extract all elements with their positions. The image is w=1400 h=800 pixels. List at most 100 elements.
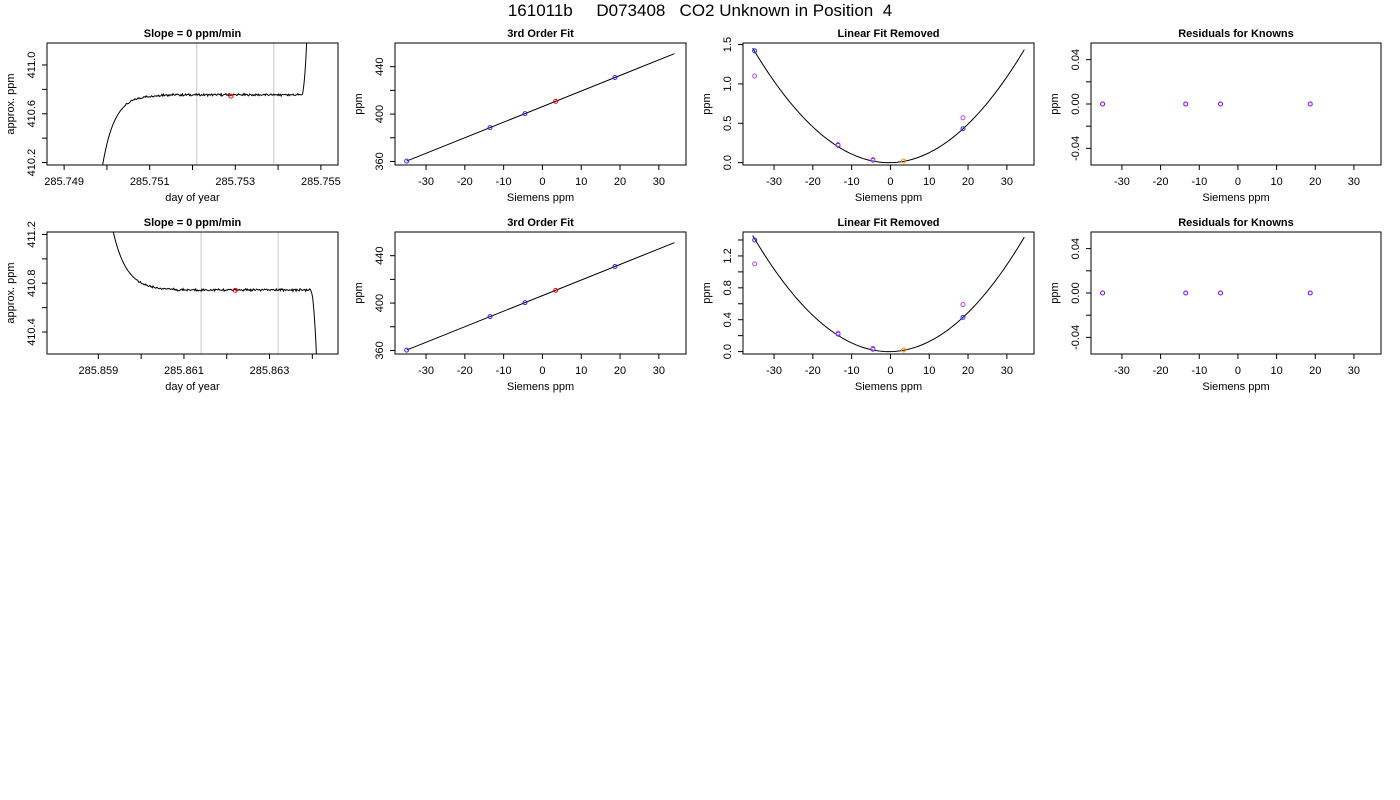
x-axis-label: Siemens ppm (507, 381, 574, 393)
plot-frame (46, 42, 339, 166)
data-point (752, 73, 758, 79)
x-tick-label: -30 (418, 365, 434, 377)
x-tick-label: 285.863 (250, 365, 290, 377)
data-point (1307, 290, 1313, 296)
data-point (752, 237, 758, 243)
x-tick-label: 10 (1270, 365, 1282, 377)
x-tick-label: -30 (418, 176, 434, 188)
x-axis-label: Siemens ppm (855, 381, 922, 393)
plot-area (404, 53, 675, 164)
data-point (1218, 101, 1224, 107)
data-point (404, 347, 410, 353)
plot-frame (394, 231, 687, 355)
x-tick-label: -20 (457, 176, 473, 188)
data-point (1183, 290, 1189, 296)
y-tick-label: 410.2 (26, 149, 38, 177)
x-tick-label: 20 (614, 365, 626, 377)
x-tick-label: 0 (887, 176, 893, 188)
y-axis-label: approx. ppm (5, 73, 17, 134)
concentration-trace (112, 232, 317, 354)
sample-marker (232, 287, 238, 293)
fit-curve (752, 47, 1025, 164)
x-tick-label: -10 (1191, 176, 1207, 188)
data-point (835, 330, 841, 336)
x-tick-label: -20 (805, 365, 821, 377)
plot-area (112, 232, 317, 354)
page-title: 161011b D073408 CO2 Unknown in Position … (507, 1, 893, 20)
plot-area (1100, 290, 1313, 296)
data-point (487, 125, 493, 131)
chart-panel-3: Linear Fit Removed Siemens ppm ppm -30 -20 -1… (701, 28, 1035, 204)
x-tick-label: -10 (844, 365, 860, 377)
data-point (870, 156, 876, 162)
y-tick-label: 0.0 (722, 344, 734, 359)
data-point (1307, 101, 1313, 107)
chart-panel-6: 3rd Order Fit Siemens ppm ppm -30 -20 -10 0 10 2… (353, 217, 687, 393)
data-point (487, 314, 493, 320)
x-tick-label: 30 (1348, 176, 1360, 188)
x-tick-label: 30 (1001, 365, 1013, 377)
y-tick-label: 0.04 (1070, 238, 1082, 259)
plot-area (752, 47, 1025, 164)
x-axis-label: Siemens ppm (855, 192, 922, 204)
chart-title: Residuals for Knowns (1178, 28, 1294, 40)
x-tick-label: 0 (539, 365, 545, 377)
x-tick-label: 30 (653, 365, 665, 377)
x-tick-label: 20 (962, 365, 974, 377)
chart-title: Linear Fit Removed (837, 28, 939, 40)
x-tick-label: 285.749 (44, 176, 84, 188)
x-tick-label: 10 (923, 365, 935, 377)
y-tick-label: 360 (374, 341, 386, 359)
x-tick-label: -20 (457, 365, 473, 377)
concentration-trace (102, 43, 308, 165)
fit-line (406, 53, 675, 162)
y-axis-label: ppm (1049, 93, 1061, 114)
y-axis-label: ppm (701, 93, 713, 114)
y-axis-label: ppm (701, 282, 713, 303)
chart-title: Slope = 0 ppm/min (144, 217, 242, 229)
x-tick-label: 285.751 (130, 176, 170, 188)
y-tick-label: 411.2 (26, 221, 38, 248)
x-tick-label: -10 (496, 176, 512, 188)
x-tick-label: -30 (1114, 176, 1130, 188)
x-tick-label: 10 (1270, 176, 1282, 188)
data-point (901, 347, 907, 353)
y-tick-label: 400 (374, 105, 386, 123)
data-point (835, 142, 841, 148)
chart-panel-8: Residuals for Knowns Siemens ppm ppm -30 -20… (1049, 217, 1382, 393)
x-tick-label: 20 (962, 176, 974, 188)
plot-frame (1090, 231, 1382, 355)
data-point (1100, 290, 1106, 296)
data-point (612, 74, 618, 80)
data-point (522, 300, 528, 306)
chart-title: Residuals for Knowns (1178, 217, 1294, 229)
x-axis-label: day of year (165, 192, 220, 204)
y-tick-label: 0.04 (1070, 49, 1082, 70)
data-point (960, 115, 966, 121)
data-point (752, 48, 758, 54)
chart-panel-1: Slope = 0 ppm/min day of year approx. ppm 2… (5, 28, 341, 204)
chart-panel-2: 3rd Order Fit Siemens ppm ppm -30 -20 -10 0 10 2… (353, 28, 687, 204)
data-point (553, 287, 559, 293)
y-axis-label: ppm (353, 93, 365, 114)
y-tick-label: 360 (374, 152, 386, 170)
x-tick-label: 285.861 (164, 365, 204, 377)
plot-frame (1090, 42, 1382, 166)
x-tick-label: 0 (539, 176, 545, 188)
y-tick-label: -0.04 (1070, 325, 1082, 350)
x-tick-label: -10 (496, 365, 512, 377)
x-tick-label: -10 (1191, 365, 1207, 377)
data-point (612, 263, 618, 269)
y-axis-label: approx. ppm (5, 262, 17, 323)
plot-area (752, 235, 1025, 353)
x-tick-label: 0 (1235, 176, 1241, 188)
x-tick-label: -30 (766, 365, 782, 377)
x-tick-label: 285.753 (215, 176, 255, 188)
x-tick-label: -10 (844, 176, 860, 188)
plot-frame (742, 231, 1035, 355)
y-tick-label: 0.8 (722, 280, 734, 295)
x-tick-label: 30 (1348, 365, 1360, 377)
fit-curve (752, 235, 1025, 353)
data-point (404, 158, 410, 164)
